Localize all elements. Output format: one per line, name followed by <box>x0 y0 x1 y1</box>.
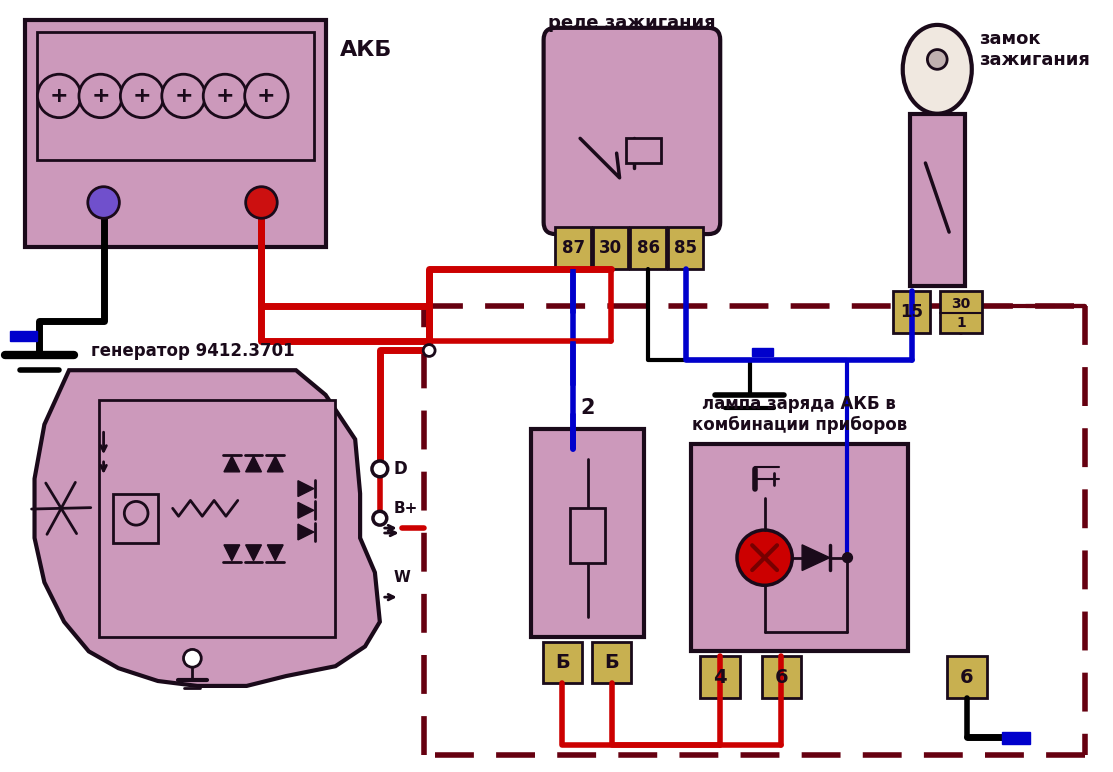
Bar <box>940 291 982 333</box>
Circle shape <box>125 502 148 525</box>
Circle shape <box>246 187 277 218</box>
Text: 6: 6 <box>775 668 788 686</box>
Text: +: + <box>50 86 69 106</box>
Circle shape <box>184 649 201 667</box>
Circle shape <box>927 49 947 69</box>
Text: 15: 15 <box>900 303 923 321</box>
Bar <box>1003 733 1030 744</box>
Circle shape <box>88 187 119 218</box>
Polygon shape <box>246 545 262 560</box>
Text: 30: 30 <box>952 297 971 311</box>
Bar <box>751 347 774 357</box>
Polygon shape <box>224 456 239 472</box>
Text: 6: 6 <box>961 668 974 686</box>
Bar <box>555 227 591 269</box>
Polygon shape <box>35 371 380 686</box>
Text: D: D <box>394 460 407 478</box>
Text: замок
зажигания: замок зажигания <box>978 30 1090 69</box>
Text: B+: B+ <box>394 501 418 516</box>
Polygon shape <box>246 456 262 472</box>
FancyBboxPatch shape <box>543 28 720 234</box>
Bar <box>593 227 629 269</box>
Bar <box>668 227 703 269</box>
Bar <box>893 291 930 333</box>
Polygon shape <box>298 503 314 518</box>
Bar <box>909 113 965 286</box>
Text: реле зажигания: реле зажигания <box>548 14 716 32</box>
Text: Б: Б <box>555 653 570 672</box>
Circle shape <box>423 344 435 357</box>
Bar <box>99 400 335 637</box>
Bar <box>761 656 801 698</box>
Bar <box>543 642 582 683</box>
Text: генератор 9412.3701: генератор 9412.3701 <box>90 342 294 361</box>
Text: +: + <box>132 86 151 106</box>
Bar <box>24 20 326 247</box>
Text: 87: 87 <box>562 239 584 257</box>
Circle shape <box>79 74 122 117</box>
Bar <box>700 656 740 698</box>
Bar <box>630 227 666 269</box>
Bar <box>592 642 631 683</box>
Text: W: W <box>394 571 411 585</box>
Polygon shape <box>298 481 314 496</box>
Circle shape <box>161 74 205 117</box>
Text: Б: Б <box>604 653 619 672</box>
Bar <box>10 330 38 340</box>
Text: 86: 86 <box>637 239 660 257</box>
Circle shape <box>372 461 387 477</box>
Text: 4: 4 <box>713 668 727 686</box>
Polygon shape <box>267 545 283 560</box>
Polygon shape <box>224 545 239 560</box>
Circle shape <box>373 511 386 525</box>
Text: +: + <box>216 86 234 106</box>
Bar <box>114 493 158 543</box>
Text: АКБ: АКБ <box>341 39 393 59</box>
Text: 1: 1 <box>956 316 966 330</box>
Polygon shape <box>267 456 283 472</box>
Text: +: + <box>91 86 110 106</box>
Bar <box>690 444 908 652</box>
Polygon shape <box>298 524 314 540</box>
Circle shape <box>843 553 853 563</box>
Circle shape <box>245 74 288 117</box>
Text: лампа заряда АКБ в
комбинации приборов: лампа заряда АКБ в комбинации приборов <box>691 395 907 434</box>
Text: +: + <box>175 86 193 106</box>
Text: 2: 2 <box>580 398 594 418</box>
Text: 30: 30 <box>599 239 622 257</box>
Circle shape <box>737 530 792 585</box>
Bar <box>570 508 605 563</box>
Circle shape <box>204 74 247 117</box>
Bar <box>531 429 644 637</box>
Polygon shape <box>802 545 829 571</box>
Circle shape <box>120 74 164 117</box>
Bar <box>627 138 661 163</box>
Bar <box>947 656 986 698</box>
Bar <box>37 32 314 160</box>
Text: 85: 85 <box>674 239 697 257</box>
Ellipse shape <box>903 25 972 113</box>
Text: +: + <box>257 86 276 106</box>
Circle shape <box>38 74 81 117</box>
